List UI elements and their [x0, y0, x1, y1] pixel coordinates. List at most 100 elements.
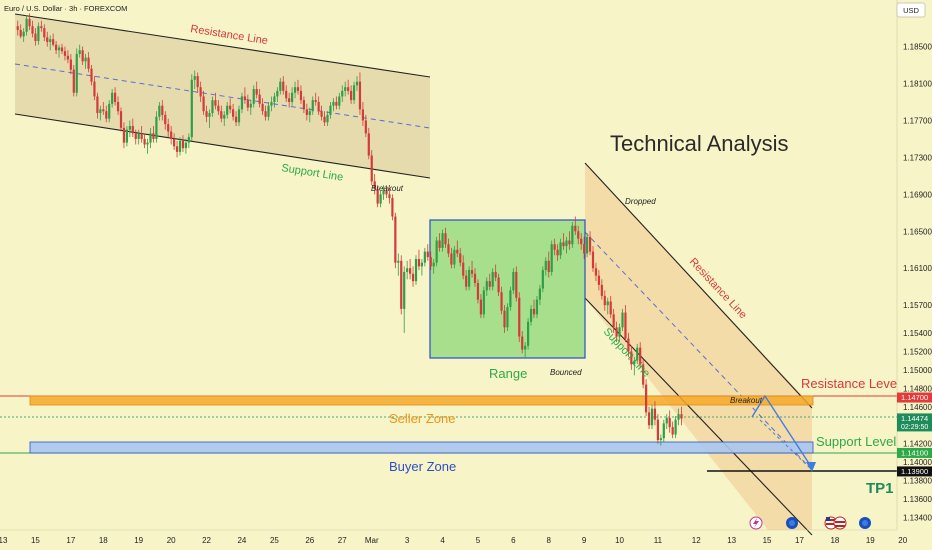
lightning-icon[interactable]	[749, 516, 763, 530]
candle-body[interactable]	[173, 138, 176, 147]
candle-body[interactable]	[81, 50, 84, 62]
candle-body[interactable]	[479, 299, 482, 315]
candle-body[interactable]	[170, 131, 173, 139]
candle-body[interactable]	[140, 133, 143, 139]
candle-body[interactable]	[503, 310, 506, 328]
candle-body[interactable]	[414, 258, 418, 282]
candle-body[interactable]	[438, 240, 441, 248]
candle-body[interactable]	[388, 194, 391, 199]
candle-body[interactable]	[102, 109, 105, 112]
candle-body[interactable]	[677, 414, 680, 420]
candle-body[interactable]	[114, 92, 117, 102]
candle-body[interactable]	[588, 236, 592, 252]
candle-body[interactable]	[46, 37, 49, 42]
candle-body[interactable]	[586, 236, 589, 254]
candle-body[interactable]	[391, 198, 394, 217]
candle-body[interactable]	[22, 31, 25, 37]
candle-body[interactable]	[128, 125, 131, 130]
price-tag[interactable]: 1.14700	[897, 392, 932, 403]
candle-body[interactable]	[99, 109, 102, 114]
candle-body[interactable]	[258, 94, 261, 104]
candle-body[interactable]	[615, 327, 618, 337]
candle-body[interactable]	[350, 90, 353, 101]
candle-body[interactable]	[167, 124, 170, 132]
candle-body[interactable]	[512, 271, 515, 291]
candle-body[interactable]	[72, 69, 75, 93]
candle-body[interactable]	[580, 238, 583, 245]
candle-body[interactable]	[394, 216, 397, 263]
candle-body[interactable]	[232, 109, 235, 117]
candle-body[interactable]	[187, 137, 190, 143]
candle-body[interactable]	[111, 92, 114, 104]
candle-body[interactable]	[630, 351, 633, 365]
candle-body[interactable]	[223, 114, 226, 119]
candle-body[interactable]	[335, 101, 338, 106]
candle-body[interactable]	[621, 312, 624, 328]
candle-body[interactable]	[143, 138, 146, 145]
candle-body[interactable]	[671, 427, 674, 435]
candle-body[interactable]	[87, 57, 90, 69]
candle-body[interactable]	[131, 125, 134, 134]
candle-body[interactable]	[574, 225, 577, 232]
candle-body[interactable]	[538, 288, 541, 300]
candle-body[interactable]	[341, 90, 344, 97]
candle-body[interactable]	[149, 133, 152, 143]
candle-body[interactable]	[645, 384, 648, 413]
candle-body[interactable]	[468, 270, 471, 287]
candle-body[interactable]	[255, 89, 258, 95]
candle-body[interactable]	[78, 50, 81, 54]
candle-body[interactable]	[264, 111, 267, 117]
candle-body[interactable]	[60, 47, 64, 52]
candle-body[interactable]	[609, 301, 612, 315]
candle-body[interactable]	[403, 271, 406, 309]
candle-body[interactable]	[243, 96, 246, 101]
candle-body[interactable]	[367, 133, 370, 156]
candle-body[interactable]	[338, 96, 341, 106]
candle-body[interactable]	[320, 111, 323, 117]
candle-body[interactable]	[400, 260, 403, 309]
candle-body[interactable]	[674, 419, 677, 435]
candle-body[interactable]	[435, 240, 438, 263]
candle-body[interactable]	[276, 90, 279, 97]
candle-body[interactable]	[544, 260, 547, 271]
candle-body[interactable]	[488, 281, 491, 287]
candle-body[interactable]	[63, 51, 67, 56]
candle-body[interactable]	[529, 308, 533, 322]
candle-body[interactable]	[146, 142, 149, 145]
candle-body[interactable]	[379, 194, 382, 204]
seller-zone-band[interactable]	[29, 395, 814, 406]
candle-body[interactable]	[559, 242, 562, 256]
candle-body[interactable]	[447, 244, 450, 254]
candle-body[interactable]	[184, 142, 187, 149]
candle-body[interactable]	[423, 251, 426, 263]
candle-body[interactable]	[547, 260, 550, 272]
candle-body[interactable]	[332, 101, 335, 106]
candle-body[interactable]	[591, 251, 595, 269]
candle-body[interactable]	[470, 270, 474, 274]
left-channel-lower-line[interactable]	[14, 113, 431, 179]
candle-body[interactable]	[299, 90, 303, 101]
candle-body[interactable]	[108, 103, 111, 119]
candle-body[interactable]	[25, 18, 28, 32]
candle-body[interactable]	[329, 105, 332, 115]
candle-body[interactable]	[482, 290, 485, 315]
candle-body[interactable]	[16, 26, 19, 30]
candle-body[interactable]	[267, 105, 270, 117]
candle-body[interactable]	[650, 408, 654, 426]
range-box[interactable]	[429, 219, 586, 359]
candle-body[interactable]	[500, 292, 503, 311]
candle-body[interactable]	[647, 412, 651, 426]
candle-body[interactable]	[506, 307, 509, 328]
candle-body[interactable]	[175, 146, 179, 152]
candle-body[interactable]	[226, 105, 229, 115]
candle-body[interactable]	[208, 113, 211, 117]
candle-body[interactable]	[571, 225, 574, 245]
candle-body[interactable]	[518, 297, 521, 337]
candle-body[interactable]	[237, 109, 241, 123]
candle-body[interactable]	[594, 268, 598, 276]
news-icon[interactable]	[786, 517, 798, 529]
candle-body[interactable]	[653, 408, 657, 420]
candle-body[interactable]	[279, 81, 282, 91]
